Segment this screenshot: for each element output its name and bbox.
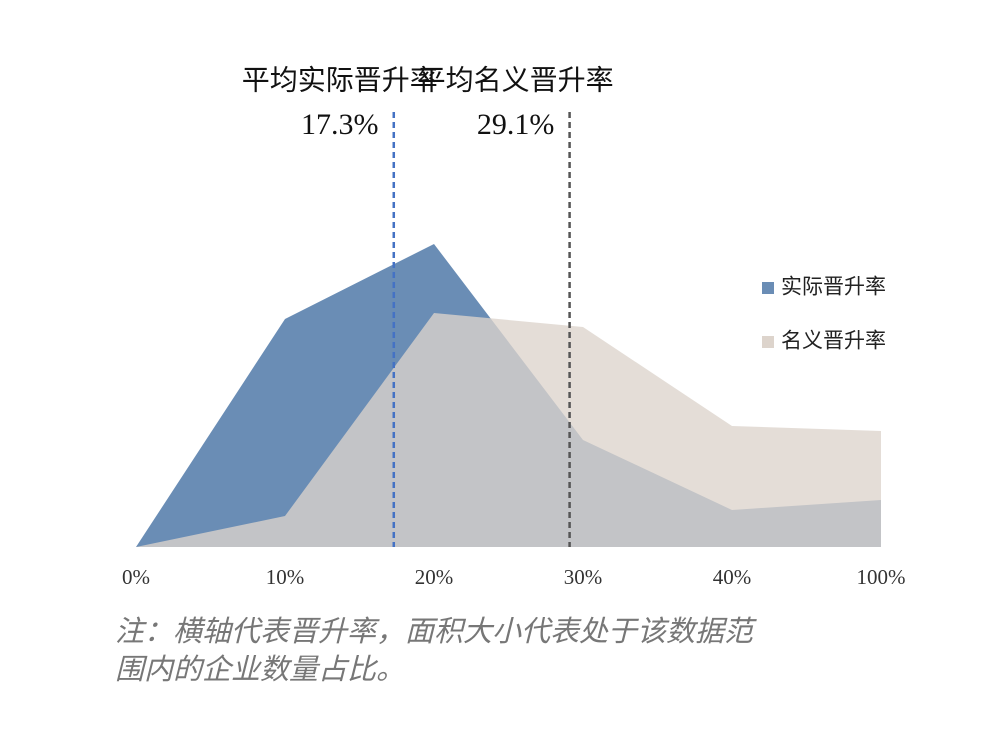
reference-label: 17.3% [301, 108, 379, 141]
reference-label: 29.1% [477, 108, 555, 141]
x-tick-label: 20% [415, 565, 454, 589]
reference-name: 平均名义晋升率 [418, 64, 614, 97]
x-tick-label: 30% [564, 565, 603, 589]
note-line: 注：横轴代表晋升率，面积大小代表处于该数据范 [115, 614, 757, 648]
x-tick-label: 10% [266, 565, 305, 589]
legend-swatch [762, 282, 774, 294]
area [136, 313, 881, 547]
legend-label: 名义晋升率 [781, 329, 886, 353]
x-tick-label: 100% [857, 565, 906, 589]
legend-swatch [762, 336, 774, 348]
note-line: 围内的企业数量占比。 [115, 652, 405, 686]
legend-label: 实际晋升率 [781, 275, 886, 299]
x-tick-label: 0% [122, 565, 150, 589]
reference-name: 平均实际晋升率 [242, 64, 438, 97]
x-tick-label: 40% [713, 565, 752, 589]
